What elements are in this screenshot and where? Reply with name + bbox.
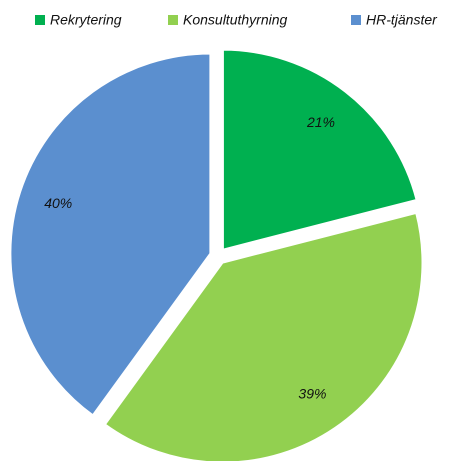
data-label: 39% <box>298 386 326 402</box>
pie-slice <box>221 48 418 251</box>
legend-swatch <box>35 15 45 25</box>
pie-slice <box>9 52 212 417</box>
legend-label: Konsultuthyrning <box>183 12 288 28</box>
data-label: 40% <box>44 195 72 211</box>
legend-label: HR-tjänster <box>366 12 438 28</box>
legend-swatch <box>168 15 178 25</box>
data-label: 21% <box>306 114 335 130</box>
legend-swatch <box>351 15 361 25</box>
pie-slice <box>103 211 424 461</box>
legend-label: Rekrytering <box>50 12 122 28</box>
